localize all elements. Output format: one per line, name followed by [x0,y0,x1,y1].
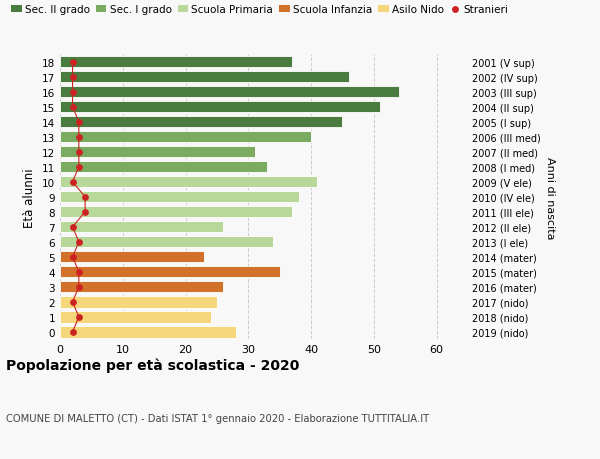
Point [74,284,83,291]
Bar [60,252,205,263]
Point [80,194,90,201]
Text: Popolazione per età scolastica - 2020: Popolazione per età scolastica - 2020 [6,358,299,373]
Bar [60,282,223,293]
Point [74,164,83,171]
Bar [60,192,299,203]
Bar [60,132,311,143]
Bar [60,72,349,83]
Point [68,74,77,81]
Bar [60,87,399,98]
Y-axis label: Età alunni: Età alunni [23,168,37,227]
Point [74,239,83,246]
Point [68,254,77,261]
Bar [60,222,223,233]
Bar [60,117,343,128]
Point [68,104,77,111]
Point [68,298,77,306]
Legend: Sec. II grado, Sec. I grado, Scuola Primaria, Scuola Infanzia, Asilo Nido, Stran: Sec. II grado, Sec. I grado, Scuola Prim… [11,5,509,15]
Bar [60,102,380,113]
Text: COMUNE DI MALETTO (CT) - Dati ISTAT 1° gennaio 2020 - Elaborazione TUTTITALIA.IT: COMUNE DI MALETTO (CT) - Dati ISTAT 1° g… [6,413,429,423]
Bar [60,147,254,158]
Point [80,209,90,216]
Point [68,179,77,186]
Y-axis label: Anni di nascita: Anni di nascita [545,156,555,239]
Bar [60,237,274,248]
Point [74,119,83,126]
Bar [60,162,267,173]
Bar [60,57,292,68]
Point [74,313,83,321]
Bar [60,297,217,308]
Point [74,269,83,276]
Bar [60,312,211,323]
Point [74,134,83,141]
Bar [60,267,280,278]
Point [68,329,77,336]
Point [68,89,77,96]
Bar [60,207,292,218]
Bar [60,177,317,188]
Point [74,149,83,156]
Point [68,224,77,231]
Bar [60,326,236,338]
Point [68,59,77,66]
